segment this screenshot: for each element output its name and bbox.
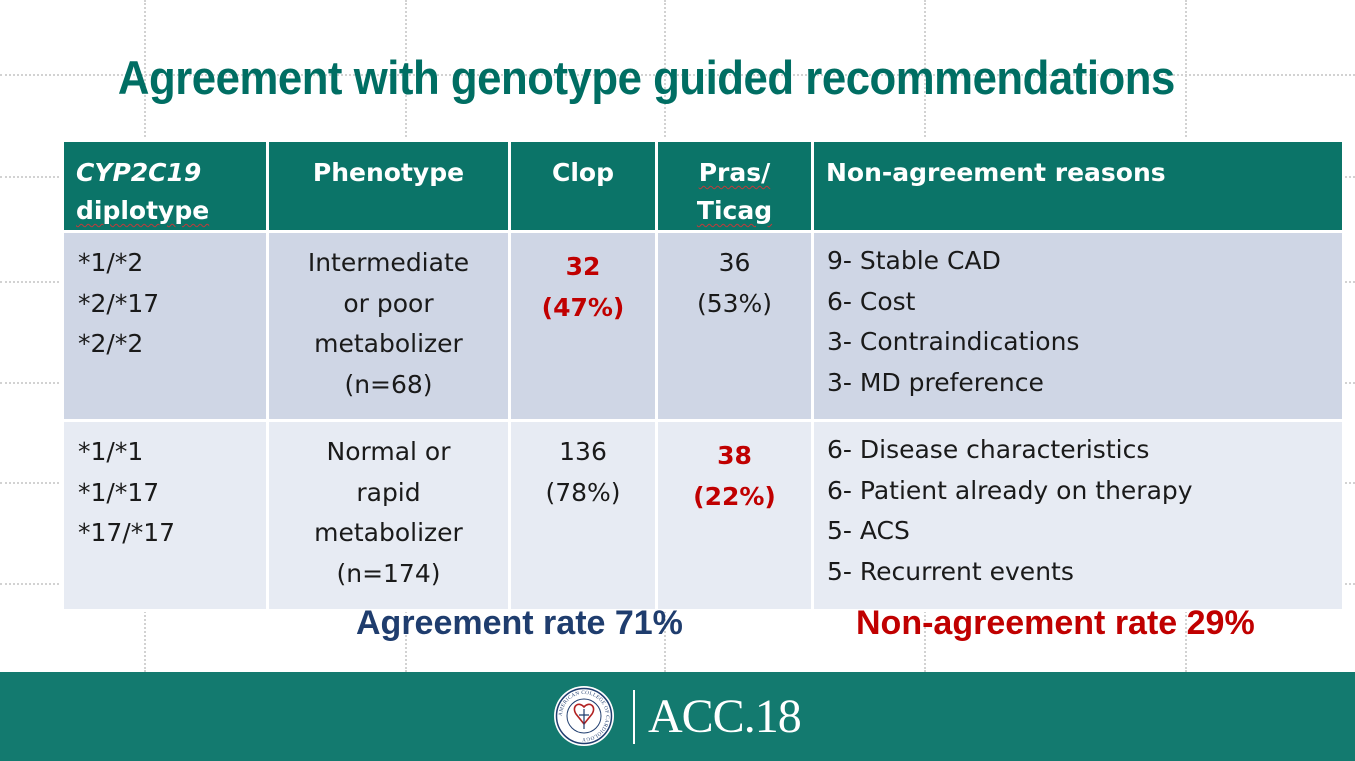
- agreement-rate: Agreement rate 71%: [356, 604, 683, 642]
- header-diplotype: CYP2C19 diplotype: [61, 139, 269, 233]
- slide-title: Agreement with genotype guided recommend…: [117, 51, 1175, 104]
- header-clop: Clop: [508, 139, 658, 233]
- reasons-cell: 6- Disease characteristics 6- Patient al…: [811, 419, 1345, 612]
- table-header-row: CYP2C19 diplotype Phenotype Clop Pras/ T…: [61, 139, 1345, 233]
- header-pras-ticag: Pras/ Ticag: [655, 139, 814, 233]
- clop-cell: 32 (47%): [508, 230, 658, 422]
- header-phenotype: Phenotype: [266, 139, 511, 233]
- footer-bar: AMERICAN COLLEGE OF CARDIOLOGY ACC.18: [0, 672, 1355, 761]
- footer-divider: [633, 690, 635, 744]
- acc-seal-icon: AMERICAN COLLEGE OF CARDIOLOGY: [554, 686, 614, 746]
- non-agreement-rate: Non-agreement rate 29%: [856, 604, 1255, 642]
- table-row: *1/*2 *2/*17 *2/*2 Intermediate or poor …: [61, 230, 1345, 422]
- diplotype-cell: *1/*2 *2/*17 *2/*2: [61, 230, 269, 422]
- pras-cell: 38 (22%): [655, 419, 814, 612]
- results-table: CYP2C19 diplotype Phenotype Clop Pras/ T…: [61, 139, 1345, 612]
- reasons-cell: 9- Stable CAD 6- Cost 3- Contraindicatio…: [811, 230, 1345, 422]
- pras-cell: 36 (53%): [655, 230, 814, 422]
- diplotype-cell: *1/*1 *1/*17 *17/*17: [61, 419, 269, 612]
- clop-cell: 136 (78%): [508, 419, 658, 612]
- table-row: *1/*1 *1/*17 *17/*17 Normal or rapid met…: [61, 419, 1345, 612]
- acc18-logo: ACC.18: [648, 690, 802, 743]
- phenotype-cell: Normal or rapid metabolizer (n=174): [266, 419, 511, 612]
- header-reasons: Non-agreement reasons: [811, 139, 1345, 233]
- phenotype-cell: Intermediate or poor metabolizer (n=68): [266, 230, 511, 422]
